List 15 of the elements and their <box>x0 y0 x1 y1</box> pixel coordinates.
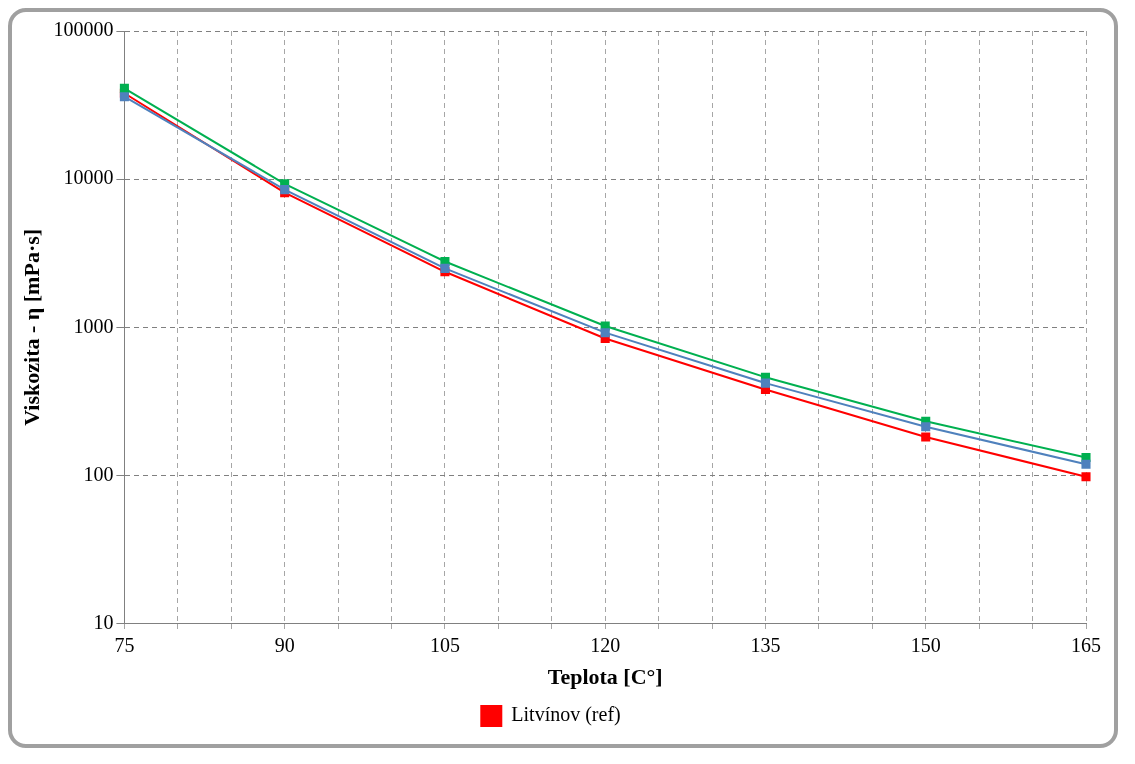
x-tick-label: 120 <box>590 633 621 656</box>
x-tick-label: 75 <box>114 633 135 656</box>
x-tick-label: 105 <box>429 633 460 656</box>
x-axis-title: Teplota [C°] <box>547 664 663 690</box>
y-tick-label: 1000 <box>73 314 114 337</box>
y-tick-label: 100 <box>83 462 114 485</box>
x-tick-label: 150 <box>910 633 941 656</box>
y-tick-label: 10000 <box>63 166 114 189</box>
y-axis-title: Viskozita - η [mPa·s] <box>18 228 44 426</box>
x-tick-label: 90 <box>274 633 295 656</box>
y-tick-label: 10 <box>93 610 114 633</box>
x-tick-label: 135 <box>750 633 781 656</box>
legend-label: Litvínov (ref) <box>511 703 621 727</box>
x-tick-label: 165 <box>1071 633 1101 656</box>
y-tick-label: 100000 <box>53 18 114 41</box>
